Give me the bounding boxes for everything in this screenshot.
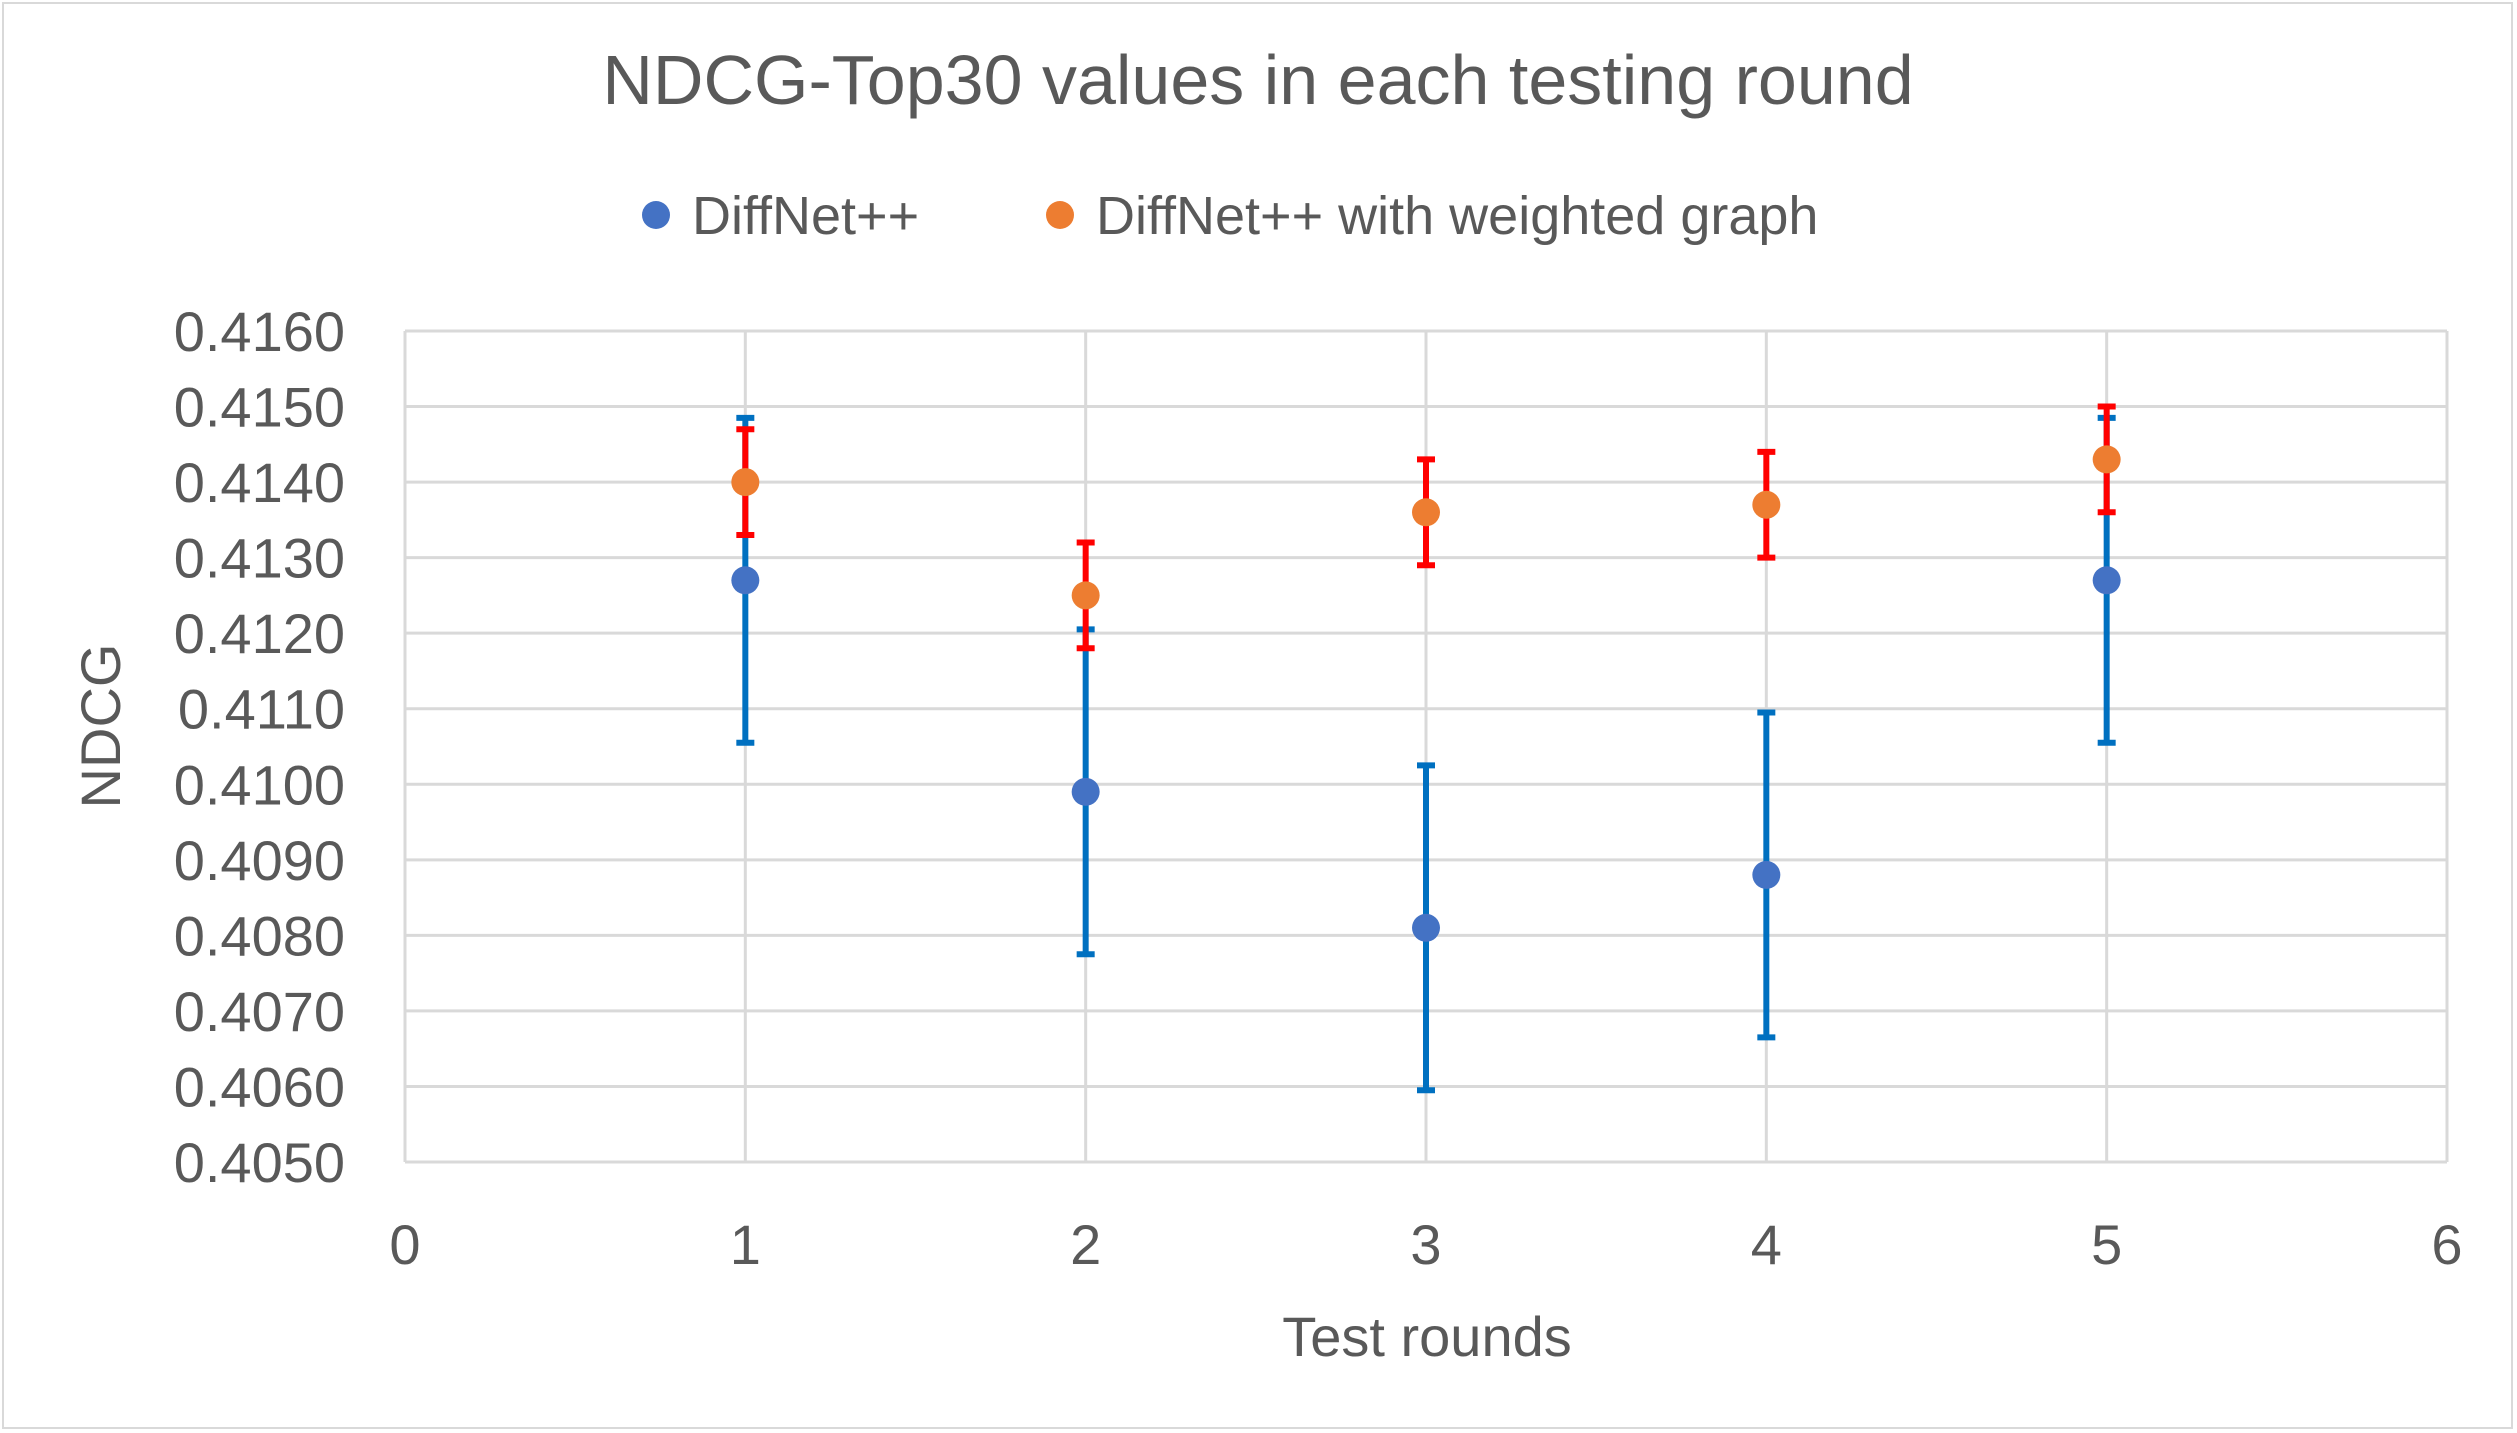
data-point bbox=[1071, 777, 1100, 806]
x-tick-label: 4 bbox=[1751, 1213, 1782, 1276]
y-tick-label: 0.4130 bbox=[174, 527, 345, 590]
y-tick-label: 0.4140 bbox=[174, 451, 345, 514]
y-tick-label: 0.4070 bbox=[174, 980, 345, 1043]
y-tick-label: 0.4160 bbox=[174, 300, 345, 363]
legend-marker-weighted bbox=[1046, 201, 1074, 229]
data-point bbox=[1071, 581, 1100, 610]
data-point bbox=[731, 566, 760, 595]
data-point bbox=[1412, 913, 1440, 942]
x-tick-label: 5 bbox=[2091, 1213, 2122, 1276]
x-tick-label: 3 bbox=[1410, 1213, 1441, 1276]
y-tick-label: 0.4110 bbox=[178, 678, 345, 741]
y-tick-label: 0.4060 bbox=[174, 1055, 345, 1118]
x-tick-label: 1 bbox=[730, 1213, 761, 1276]
data-point bbox=[2092, 445, 2121, 474]
data-point bbox=[1752, 490, 1781, 519]
y-axis-label: NDCG bbox=[69, 644, 132, 809]
x-tick-label: 2 bbox=[1070, 1213, 1101, 1276]
legend-label-diffnet: DiffNet++ bbox=[692, 186, 919, 246]
x-axis-label: Test rounds bbox=[1282, 1305, 1572, 1368]
data-point bbox=[731, 468, 760, 497]
series-points-0 bbox=[731, 566, 2121, 942]
x-tick-labels: 0 1 2 3 4 5 6 bbox=[389, 1213, 2462, 1276]
series-points-1 bbox=[731, 445, 2121, 610]
y-tick-labels: 0.4050 0.4060 0.4070 0.4080 0.4090 0.4100 0.41… bbox=[174, 300, 345, 1194]
y-tick-label: 0.4120 bbox=[174, 602, 345, 665]
y-tick-label: 0.4050 bbox=[174, 1131, 345, 1194]
data-point bbox=[1412, 498, 1440, 527]
x-tick-label: 0 bbox=[389, 1213, 420, 1276]
y-tick-label: 0.4080 bbox=[174, 904, 345, 967]
data-series bbox=[731, 403, 2121, 1094]
legend: DiffNet++ DiffNet++ with weighted graph bbox=[642, 186, 1818, 246]
x-tick-label: 6 bbox=[2431, 1213, 2462, 1276]
data-point bbox=[1752, 860, 1781, 889]
chart-title: NDCG-Top30 values in each testing round bbox=[602, 41, 1913, 119]
legend-marker-diffnet bbox=[642, 201, 670, 229]
y-tick-label: 0.4090 bbox=[174, 829, 345, 892]
y-tick-label: 0.4100 bbox=[174, 753, 345, 816]
y-tick-label: 0.4150 bbox=[174, 376, 345, 439]
data-point bbox=[2092, 566, 2121, 595]
legend-label-weighted: DiffNet++ with weighted graph bbox=[1096, 186, 1818, 246]
